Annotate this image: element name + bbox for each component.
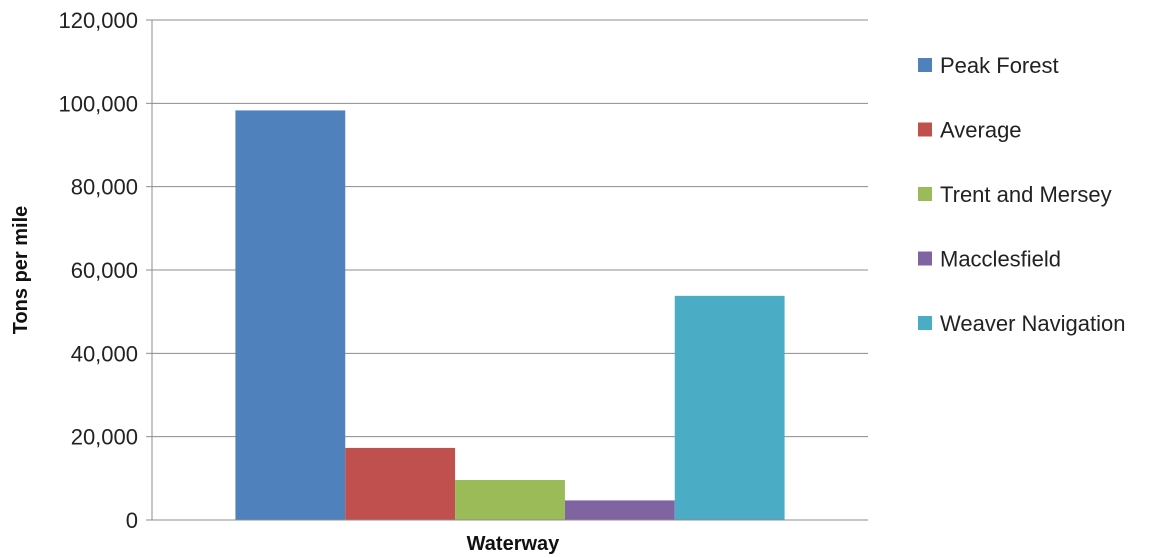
legend-swatch [918, 58, 932, 72]
legend-swatch [918, 251, 932, 266]
y-tick-label: 100,000 [58, 91, 138, 116]
y-tick-label: 120,000 [58, 8, 138, 33]
y-tick-label: 20,000 [71, 425, 138, 450]
bar-macclesfield [564, 500, 675, 520]
y-tick-label: 40,000 [71, 341, 138, 366]
y-tick-label: 60,000 [71, 258, 138, 283]
bar-average [345, 447, 456, 520]
bar-trent-and-mersey [455, 480, 565, 520]
legend-label: Macclesfield [940, 247, 1061, 272]
legend-label: Trent and Mersey [940, 182, 1112, 207]
legend-label: Weaver Navigation [940, 311, 1125, 336]
y-axis-ticks: 0 20,000 40,000 60,000 80,000 100,000 120,000 [58, 8, 152, 533]
x-axis-title: Waterway [467, 533, 561, 555]
bar-peak-forest [235, 110, 346, 521]
legend-label: Average [940, 118, 1022, 143]
legend: Peak Forest Average Trent and Mersey Maccle… [918, 53, 1125, 336]
legend-swatch [918, 316, 932, 330]
y-tick-label: 80,000 [71, 175, 138, 200]
y-axis-title: Tons per mile [10, 206, 32, 335]
bar-weaver-navigation [674, 295, 785, 520]
y-tick-label: 0 [126, 508, 138, 533]
legend-swatch [918, 187, 932, 201]
legend-label: Peak Forest [940, 53, 1059, 78]
legend-swatch [918, 122, 932, 137]
bars [235, 110, 785, 521]
